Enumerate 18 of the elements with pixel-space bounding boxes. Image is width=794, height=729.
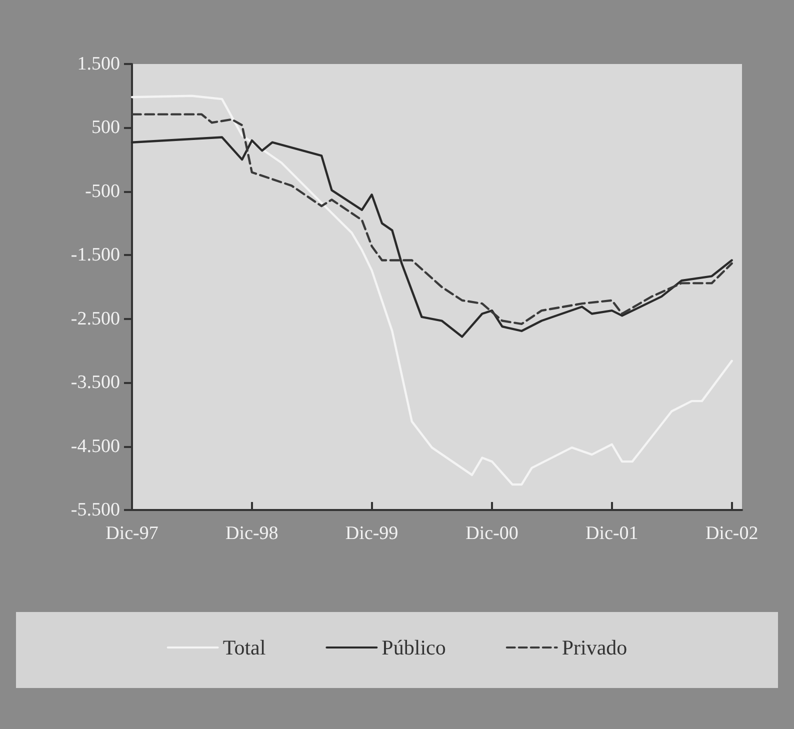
y-tick-label: -2.500 (70, 308, 120, 330)
x-tick-label: Dic-02 (705, 523, 758, 544)
x-tick-label: Dic-97 (106, 523, 158, 544)
y-tick-label: -3.500 (70, 372, 120, 394)
y-tick-label: 500 (92, 117, 120, 138)
y-tick-label: 1.500 (77, 54, 120, 74)
x-tick-label: Dic-00 (466, 523, 518, 544)
x-tick-label: Dic-99 (345, 523, 398, 544)
x-tick-label: Dic-98 (226, 523, 278, 544)
line-series (130, 94, 733, 486)
x-tick-label: Dic-01 (586, 523, 638, 544)
legend-label: Total (222, 636, 266, 660)
legend-label: Público (382, 636, 446, 660)
y-tick-label: -500 (85, 180, 120, 202)
y-tick-label: -1.500 (70, 244, 120, 266)
y-tick-label: -5.500 (70, 500, 120, 520)
legend-label: Privado (562, 636, 628, 660)
y-tick-label: -4.500 (70, 436, 120, 457)
